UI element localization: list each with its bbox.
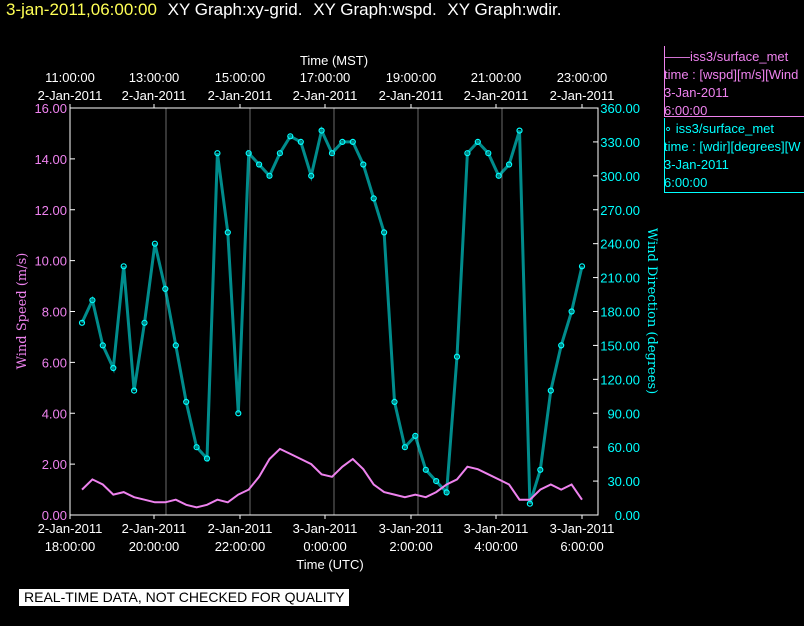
bottom-axis-date-label: 3-Jan-2011 bbox=[464, 521, 529, 536]
top-axis-date-label: 2-Jan-2011 bbox=[38, 88, 103, 103]
right-axis-title: Wind Direction (degrees) bbox=[644, 228, 659, 394]
title-graph-wspd: XY Graph:wspd. bbox=[313, 0, 437, 19]
right-axis-tick-label: 330.00 bbox=[600, 135, 640, 150]
bottom-axis-time-label: 4:00:00 bbox=[474, 539, 517, 554]
legend-speed-frame bbox=[664, 46, 804, 117]
page-title: 3-jan-2011,06:00:00 XY Graph:xy-grid. XY… bbox=[6, 0, 561, 20]
left-axis-tick-label: 14.00 bbox=[34, 152, 67, 167]
wind-direction-trace bbox=[80, 125, 584, 505]
legend-speed-line-1: time : [wspd][m/s][Wind bbox=[664, 67, 799, 82]
legend-direction-line-1: time : [wdir][degrees][W bbox=[664, 139, 801, 154]
right-axis-tick-label: 180.00 bbox=[600, 305, 640, 320]
top-axis-time-label: 21:00:00 bbox=[471, 70, 522, 85]
legend-speed-line-3: 6:00:00 bbox=[664, 103, 708, 118]
right-axis-tick-label: 30.00 bbox=[607, 474, 640, 489]
top-axis-date-label: 2-Jan-2011 bbox=[208, 88, 273, 103]
title-graph-grid: XY Graph:xy-grid. bbox=[167, 0, 303, 19]
right-axis-tick-label: 60.00 bbox=[607, 440, 640, 455]
legend-direction-line-2: 3-Jan-2011 bbox=[664, 157, 729, 172]
title-date: 3-jan-2011,06:00:00 bbox=[6, 0, 157, 19]
top-axis-date-label: 2-Jan-2011 bbox=[293, 88, 358, 103]
right-axis-tick-label: 120.00 bbox=[600, 372, 640, 387]
top-axis-date-label: 2-Jan-2011 bbox=[122, 88, 187, 103]
legend-direction-frame bbox=[664, 118, 804, 193]
top-axis-date-label: 2-Jan-2011 bbox=[550, 88, 615, 103]
left-axis-tick-label: 10.00 bbox=[34, 254, 67, 269]
wind-speed-series bbox=[81, 447, 583, 509]
legend-direction-line-3: 6:00:00 bbox=[664, 175, 708, 190]
legend-direction-line-0: ∘ iss3/surface_met bbox=[664, 121, 775, 136]
axes: 11:00:00 2-Jan-2011 13:00:00 2-Jan-2011 15:0… bbox=[15, 53, 659, 572]
bottom-axis-time-label: 18:00:00 bbox=[45, 539, 96, 554]
right-axis-tick-label: 270.00 bbox=[600, 203, 640, 218]
legend-speed-line-2: 3-Jan-2011 bbox=[664, 85, 729, 100]
wind-direction-point bbox=[256, 161, 263, 168]
wind-direction-point bbox=[433, 478, 440, 485]
legend-speed-line-0: ——iss3/surface_met bbox=[664, 49, 789, 64]
right-axis-tick-label: 0.00 bbox=[615, 508, 640, 523]
bottom-axis-date-label: 3-Jan-2011 bbox=[293, 521, 358, 536]
title-graph-wdir: XY Graph:wdir. bbox=[447, 0, 562, 19]
right-axis-tick-label: 240.00 bbox=[600, 237, 640, 252]
left-axis-tick-label: 6.00 bbox=[42, 355, 67, 370]
left-axis-tick-label: 2.00 bbox=[42, 457, 67, 472]
top-axis-time-label: 19:00:00 bbox=[386, 70, 437, 85]
bottom-axis-date-label: 3-Jan-2011 bbox=[379, 521, 444, 536]
bottom-axis-date-label: 2-Jan-2011 bbox=[208, 521, 273, 536]
right-axis-tick-label: 210.00 bbox=[600, 271, 640, 286]
wind-speed-line bbox=[81, 447, 583, 509]
right-axis-tick-label: 150.00 bbox=[600, 338, 640, 353]
bottom-axis-time-label: 6:00:00 bbox=[560, 539, 603, 554]
left-axis-tick-label: 16.00 bbox=[34, 101, 67, 116]
bottom-axis-title: Time (UTC) bbox=[296, 557, 363, 572]
legend-wind-direction: ∘ iss3/surface_met time : [wdir][degrees… bbox=[664, 120, 804, 192]
right-axis-tick-label: 360.00 bbox=[600, 101, 640, 116]
wind-direction-series bbox=[78, 125, 586, 507]
quality-note: REAL-TIME DATA, NOT CHECKED FOR QUALITY bbox=[19, 589, 350, 606]
top-axis-time-label: 17:00:00 bbox=[300, 70, 351, 85]
top-axis-time-label: 15:00:00 bbox=[215, 70, 266, 85]
top-axis-date-label: 2-Jan-2011 bbox=[464, 88, 529, 103]
bottom-axis-date-label: 2-Jan-2011 bbox=[122, 521, 187, 536]
bottom-axis-time-label: 2:00:00 bbox=[389, 539, 432, 554]
left-axis-tick-label: 12.00 bbox=[34, 203, 67, 218]
top-axis-date-label: 2-Jan-2011 bbox=[379, 88, 444, 103]
bottom-axis-date-label: 3-Jan-2011 bbox=[550, 521, 615, 536]
left-axis-tick-label: 8.00 bbox=[42, 305, 67, 320]
bottom-axis-time-label: 20:00:00 bbox=[129, 539, 180, 554]
right-axis-tick-label: 300.00 bbox=[600, 169, 640, 184]
left-axis-tick-label: 0.00 bbox=[42, 508, 67, 523]
top-axis-title: Time (MST) bbox=[300, 53, 368, 68]
top-axis-time-label: 11:00:00 bbox=[45, 70, 95, 85]
grid-lines bbox=[165, 108, 503, 515]
bottom-axis-time-label: 22:00:00 bbox=[215, 539, 266, 554]
legend-wind-speed: ——iss3/surface_met time : [wspd][m/s][Wi… bbox=[664, 48, 804, 120]
bottom-axis-time-label: 0:00:00 bbox=[303, 539, 346, 554]
right-axis-tick-label: 90.00 bbox=[607, 406, 640, 421]
wind-direction-point bbox=[474, 138, 481, 145]
left-axis-title: Wind Speed (m/s) bbox=[15, 253, 30, 370]
left-axis-tick-label: 4.00 bbox=[42, 406, 67, 421]
top-axis-time-label: 23:00:00 bbox=[557, 70, 608, 85]
bottom-axis-date-label: 2-Jan-2011 bbox=[38, 521, 103, 536]
top-axis-time-label: 13:00:00 bbox=[129, 70, 180, 85]
